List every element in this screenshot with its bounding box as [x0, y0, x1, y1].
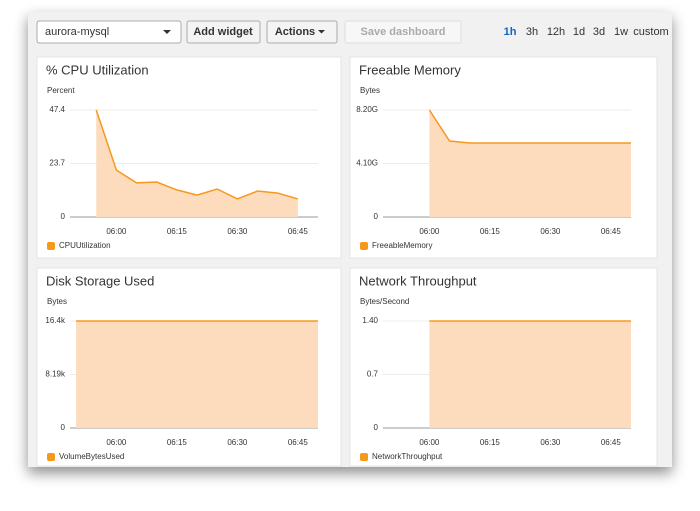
- y-tick-label: 1.40: [362, 316, 378, 325]
- time-range-link[interactable]: 1d: [573, 26, 585, 38]
- time-range-link[interactable]: 3d: [593, 26, 605, 38]
- save-button[interactable]: [344, 20, 462, 44]
- dashboard-name: aurora-mysql: [45, 26, 109, 38]
- button-label: Add widget: [193, 26, 253, 38]
- legend-label: NetworkThroughput: [372, 452, 443, 461]
- legend-label: CPUUtilization: [59, 241, 111, 250]
- y-tick-label: 4.10G: [356, 159, 378, 168]
- y-tick-label: 0: [374, 212, 379, 221]
- area: [429, 110, 631, 217]
- x-tick-label: 06:00: [106, 227, 127, 236]
- area: [429, 321, 631, 428]
- select-arrow: [163, 30, 171, 34]
- time-range-link[interactable]: 1w: [614, 26, 628, 38]
- legend-swatch: [360, 242, 368, 250]
- x-tick-label: 06:45: [601, 438, 622, 447]
- line: [95, 109, 299, 200]
- dashboard-select[interactable]: [36, 20, 182, 44]
- y-tick-label: 0: [61, 212, 66, 221]
- y-axis-label: Bytes/Second: [360, 297, 409, 306]
- time-range-link[interactable]: custom: [633, 26, 668, 38]
- button-label: Save dashboard: [361, 26, 446, 38]
- y-tick-label: 0.7: [367, 370, 379, 379]
- x-tick-label: 06:15: [167, 227, 188, 236]
- x-tick-label: 06:30: [540, 227, 561, 236]
- x-tick-label: 06:45: [601, 227, 622, 236]
- time-range-link[interactable]: 1h: [504, 26, 517, 38]
- x-tick-label: 06:45: [288, 438, 309, 447]
- chart-title: Network Throughput: [359, 273, 477, 288]
- legend-swatch: [47, 242, 55, 250]
- y-tick-label: 47.4: [49, 105, 65, 114]
- y-axis-label: Percent: [47, 86, 75, 95]
- x-tick-label: 06:15: [480, 438, 501, 447]
- actions-button[interactable]: [266, 20, 338, 44]
- area: [76, 321, 318, 428]
- y-tick-label: 0: [374, 423, 379, 432]
- x-tick-label: 06:15: [480, 227, 501, 236]
- y-axis-label: Bytes: [360, 86, 380, 95]
- chart-title: % CPU Utilization: [46, 62, 149, 77]
- y-tick-label: 8.20G: [356, 105, 378, 114]
- time-range-link[interactable]: 12h: [547, 26, 565, 38]
- y-tick-label: 16.4k: [45, 316, 66, 325]
- x-tick-label: 06:00: [419, 438, 440, 447]
- x-tick-label: 06:30: [540, 438, 561, 447]
- panel: [36, 56, 342, 259]
- legend-swatch: [47, 453, 55, 461]
- button-label: Actions: [275, 26, 315, 38]
- legend-swatch: [360, 453, 368, 461]
- x-tick-label: 06:15: [167, 438, 188, 447]
- area: [96, 110, 298, 217]
- y-tick-label: 23.7: [49, 159, 65, 168]
- legend-label: VolumeBytesUsed: [59, 452, 124, 461]
- x-tick-label: 06:00: [106, 438, 127, 447]
- line: [428, 109, 631, 144]
- actions-arrow: [318, 30, 325, 34]
- time-range-link[interactable]: 3h: [526, 26, 538, 38]
- y-axis-label: Bytes: [47, 297, 67, 306]
- legend-label: FreeableMemory: [372, 241, 432, 250]
- x-tick-label: 06:30: [227, 438, 248, 447]
- x-tick-label: 06:30: [227, 227, 248, 236]
- x-tick-label: 06:00: [419, 227, 440, 236]
- chart-title: Freeable Memory: [359, 62, 461, 77]
- x-tick-label: 06:45: [288, 227, 309, 236]
- y-tick-label: 8.19k: [45, 370, 66, 379]
- add-widget-button[interactable]: [186, 20, 261, 44]
- y-tick-label: 0: [61, 423, 66, 432]
- chart-title: Disk Storage Used: [46, 273, 154, 288]
